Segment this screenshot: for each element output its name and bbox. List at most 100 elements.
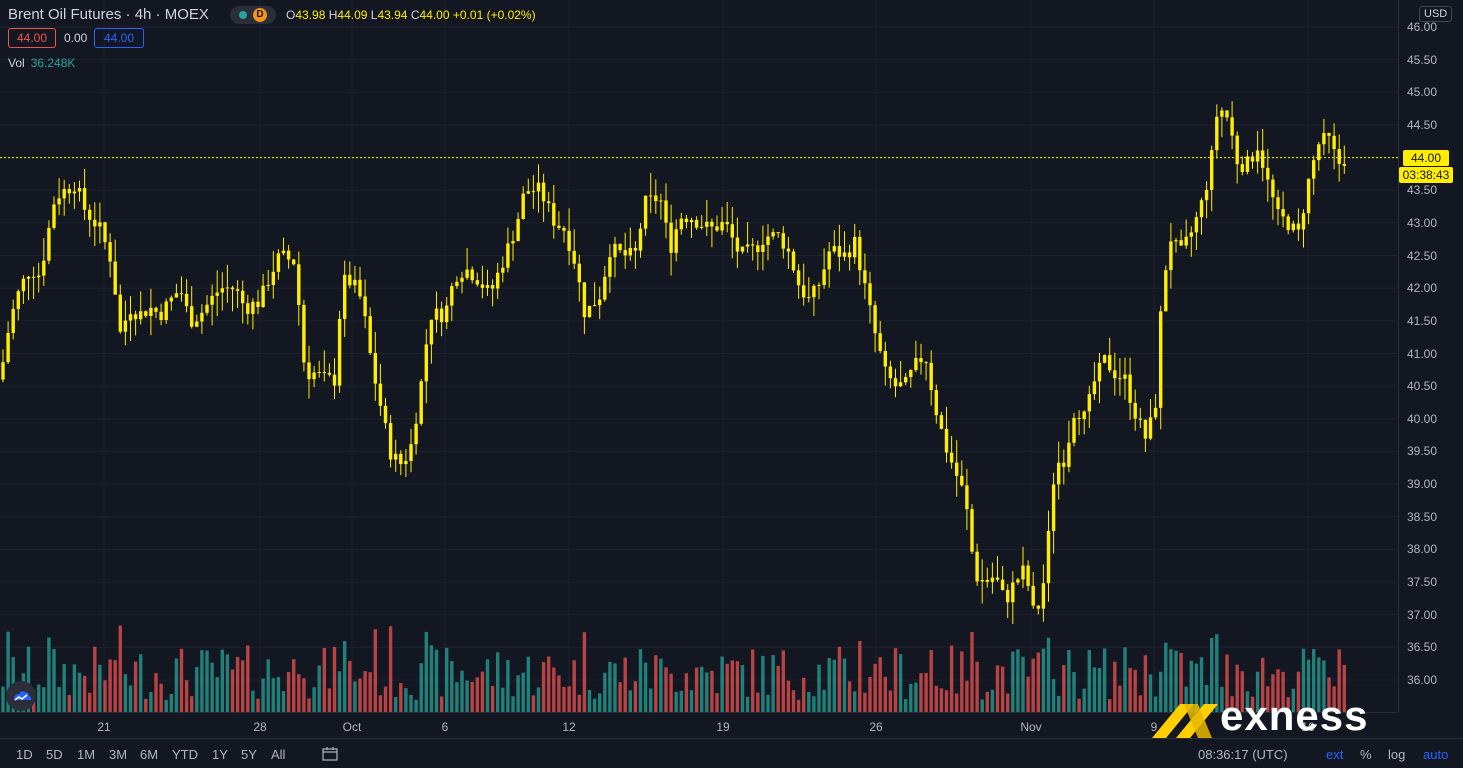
candle-body (266, 285, 270, 287)
volume-bar (271, 678, 275, 712)
volume-bar (77, 672, 82, 712)
candle-body (353, 279, 357, 286)
volume-bar (363, 671, 367, 712)
sell-button[interactable]: 44.00 (8, 28, 56, 48)
volume-bar (582, 632, 587, 712)
candle-body (281, 250, 286, 254)
volume-bar (679, 690, 683, 712)
candle-body (603, 276, 607, 300)
volume-bar (409, 694, 413, 712)
volume-bar (689, 690, 694, 712)
cloud-icon (14, 691, 32, 701)
range-button-6m[interactable]: 6M (140, 747, 159, 762)
utc-clock[interactable]: 08:36:17 (UTC) (1198, 747, 1288, 762)
volume-bar (1276, 669, 1280, 712)
volume-bar (1210, 638, 1214, 712)
time-axis[interactable]: 21 28 Oct 6 12 19 26 Nov 9 16 (0, 712, 1398, 738)
volume-bar (169, 694, 173, 712)
price-scale[interactable]: USD 46.00 45.50 45.00 44.50 44.00 43.50 43.00 4… (1398, 0, 1463, 712)
volume-legend[interactable]: Vol 36.248K (8, 56, 76, 70)
candle-body (904, 377, 908, 383)
high-value: 44.09 (337, 8, 368, 22)
market-status-pill[interactable]: D (230, 6, 276, 24)
candle-body (1102, 355, 1107, 363)
tradingview-logo[interactable] (6, 681, 36, 711)
go-to-date-icon[interactable] (322, 747, 338, 761)
candle-body (103, 222, 107, 243)
volume-bar (123, 674, 128, 712)
candle-body (868, 283, 872, 306)
range-button-5d[interactable]: 5D (46, 747, 63, 762)
percent-scale-toggle[interactable]: % (1360, 747, 1372, 762)
volume-bar (1220, 686, 1224, 712)
candlestick-chart[interactable] (0, 0, 1398, 712)
candle-body (1164, 270, 1168, 312)
volume-bar (485, 659, 490, 712)
range-button-all[interactable]: All (271, 747, 286, 762)
candle-body (751, 244, 755, 246)
candle-body (1215, 116, 1219, 151)
candle-body (1097, 362, 1102, 382)
candle-body (516, 218, 520, 242)
buy-button[interactable]: 44.00 (94, 28, 144, 48)
volume-bar (281, 691, 286, 712)
candle-body (735, 237, 740, 252)
volume-bar (1250, 696, 1255, 712)
volume-bar (587, 689, 592, 712)
extended-hours-toggle[interactable]: ext (1326, 747, 1344, 762)
price-tick-label: 43.50 (1407, 183, 1438, 198)
range-button-1y[interactable]: 1Y (212, 747, 228, 762)
volume-bar (649, 688, 653, 712)
volume-bar (1148, 674, 1153, 712)
range-button-3m[interactable]: 3M (109, 747, 128, 762)
log-scale-toggle[interactable]: log (1388, 747, 1406, 762)
volume-bar (1225, 654, 1229, 712)
volume-bar (552, 667, 556, 712)
symbol-title[interactable]: Brent Oil Futures · 4h · MOEX (8, 6, 209, 23)
auto-scale-toggle[interactable]: auto (1423, 747, 1449, 762)
time-tick-label: 19 (716, 720, 730, 734)
volume-bar (541, 662, 546, 712)
chart-area[interactable] (0, 0, 1398, 712)
volume-bar (1108, 699, 1112, 712)
candle-body (1250, 156, 1255, 162)
volume-bar (373, 629, 377, 712)
candle-body (623, 250, 627, 256)
volume-bar (93, 646, 97, 712)
price-tick-label: 38.50 (1407, 509, 1438, 524)
volume-bar (1046, 637, 1051, 712)
volume-bar (399, 683, 403, 712)
volume-bar (225, 654, 230, 712)
candle-body (455, 281, 459, 287)
volume-bar (215, 677, 219, 712)
candle-body (31, 276, 36, 278)
volume-bar (450, 661, 454, 712)
candle-body (297, 264, 301, 305)
range-button-5y[interactable]: 5Y (241, 747, 257, 762)
candle-body (914, 358, 918, 371)
candle-body (93, 219, 97, 227)
volume-bar (904, 699, 908, 712)
candle-body (123, 320, 128, 332)
candle-body (343, 274, 347, 319)
volume-bar (1301, 648, 1306, 712)
range-button-1m[interactable]: 1M (77, 747, 96, 762)
candle-body (77, 188, 82, 192)
time-tick-label: 16 (1301, 720, 1315, 734)
currency-badge[interactable]: USD (1419, 6, 1453, 22)
bottom-toolbar: 1D 5D 1M 3M 6M YTD 1Y 5Y All 08:36:17 (UTC) ext … (0, 738, 1463, 768)
candle-body (26, 276, 31, 279)
candle-body (439, 308, 444, 323)
candle-body (1220, 110, 1224, 117)
range-button-1d[interactable]: 1D (16, 747, 33, 762)
candle-body (195, 321, 199, 327)
volume-bar (42, 687, 46, 712)
range-button-ytd[interactable]: YTD (172, 747, 198, 762)
market-open-icon (239, 11, 247, 19)
volume-bar (878, 657, 882, 712)
candle-body (82, 188, 87, 210)
candle-body (674, 229, 678, 253)
candle-body (878, 333, 882, 351)
candle-body (1072, 417, 1076, 443)
candle-body (113, 261, 117, 295)
